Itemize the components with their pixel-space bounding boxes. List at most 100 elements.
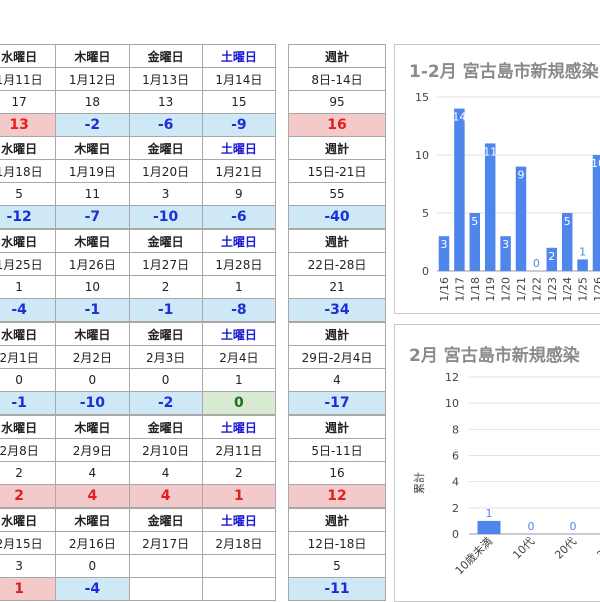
cell-diff <box>201 577 277 601</box>
cell-count: 2 <box>0 461 57 485</box>
week-table: 水曜日 木曜日 金曜日 土曜日 2月1日 2月2日 2月3日 2月4日 0 0 0 1 -1 -10 -2 0 <box>0 322 277 415</box>
bar <box>592 155 600 271</box>
cell-count: 3 <box>0 554 57 578</box>
y-tick-label: 2 <box>452 502 459 515</box>
age-group-bar-chart: 024681012累計110歳未満010代020代230代 <box>412 371 600 577</box>
chart-card-feb-age: 2月 宮古島市新規感染 024681012累計110歳未満010代020代230… <box>394 324 600 602</box>
cell-weekday: 水曜日 <box>0 136 57 160</box>
summary-total: 21 <box>288 275 386 299</box>
summary-diff: 16 <box>288 113 386 137</box>
weekly-summary-table: 週計 22日-28日 21 -34 <box>288 229 386 322</box>
summary-label: 週計 <box>288 415 386 439</box>
data-label: 0 <box>528 520 535 533</box>
cell-count: 18 <box>55 90 130 114</box>
cell-weekday: 金曜日 <box>128 44 203 68</box>
cell-weekday: 金曜日 <box>128 136 203 160</box>
y-tick-label: 10 <box>415 149 429 162</box>
y-tick-label: 10 <box>445 397 459 410</box>
cell-weekday: 水曜日 <box>0 508 57 532</box>
y-tick-label: 0 <box>422 265 429 278</box>
data-label: 9 <box>518 169 525 182</box>
summary-label: 週計 <box>288 322 386 346</box>
summary-label: 週計 <box>288 508 386 532</box>
y-tick-label: 4 <box>452 476 459 489</box>
cell-weekday: 土曜日 <box>201 229 277 253</box>
cell-diff: 2 <box>0 484 57 508</box>
summary-diff: -34 <box>288 298 386 322</box>
cell-diff: 4 <box>55 484 130 508</box>
bar <box>577 259 588 271</box>
x-tick-label: 1/16 <box>438 277 451 302</box>
row-date: 1月25日 1月26日 1月27日 1月28日 <box>0 252 277 276</box>
row-diff: 1 -4 <box>0 577 277 601</box>
row-weekday: 水曜日 木曜日 金曜日 土曜日 <box>0 229 277 253</box>
cell-date: 1月14日 <box>201 67 277 91</box>
row-diff: 13 -2 -6 -9 <box>0 113 277 137</box>
cell-count: 1 <box>201 275 277 299</box>
summary-range: 29日-2月4日 <box>288 345 386 369</box>
row-count: 5 11 3 9 <box>0 182 277 206</box>
week-table: 水曜日 木曜日 金曜日 土曜日 1月11日 1月12日 1月13日 1月14日 17 18 13 15… <box>0 44 277 137</box>
cell-weekday: 木曜日 <box>55 136 130 160</box>
cell-diff: -4 <box>0 298 57 322</box>
x-tick-label: 20代 <box>552 535 579 562</box>
week-table: 水曜日 木曜日 金曜日 土曜日 1月25日 1月26日 1月27日 1月28日 1 10 2 1 -4-… <box>0 229 277 322</box>
x-tick-label: 1/23 <box>546 277 559 302</box>
cell-count: 3 <box>128 182 203 206</box>
cell-count <box>201 554 277 578</box>
summary-total: 5 <box>288 554 386 578</box>
cell-weekday: 木曜日 <box>55 322 130 346</box>
x-tick-label: 1/26 <box>592 277 600 302</box>
weekly-summary-table: 週計 8日-14日 95 16 <box>288 44 386 137</box>
cell-diff: -10 <box>55 391 130 415</box>
summary-range: 22日-28日 <box>288 252 386 276</box>
cell-date: 2月9日 <box>55 438 130 462</box>
cell-count: 5 <box>0 182 57 206</box>
row-diff: -1 -10 -2 0 <box>0 391 277 415</box>
cell-count: 1 <box>201 368 277 392</box>
cell-date: 2月10日 <box>128 438 203 462</box>
y-tick-label: 8 <box>452 423 459 436</box>
summary-total: 95 <box>288 90 386 114</box>
week-table: 水曜日 木曜日 金曜日 土曜日 2月8日 2月9日 2月10日 2月11日 2 4 4 2 2 4 4 1 <box>0 415 277 508</box>
cell-date: 1月28日 <box>201 252 277 276</box>
cell-date: 1月18日 <box>0 159 57 183</box>
cell-date: 2月8日 <box>0 438 57 462</box>
cell-date: 1月12日 <box>55 67 130 91</box>
summary-diff: -40 <box>288 205 386 229</box>
row-date: 2月8日 2月9日 2月10日 2月11日 <box>0 438 277 462</box>
cell-count: 17 <box>0 90 57 114</box>
row-weekday: 水曜日 木曜日 金曜日 土曜日 <box>0 415 277 439</box>
week-table: 水曜日 木曜日 金曜日 土曜日 2月15日 2月16日 2月17日 2月18日 3 0 1 -4 <box>0 508 277 601</box>
bar <box>515 166 527 271</box>
bar <box>438 236 450 271</box>
cell-diff: -1 <box>128 298 203 322</box>
cell-diff: -7 <box>55 205 130 229</box>
x-tick-label: 1/20 <box>500 277 513 302</box>
y-tick-label: 5 <box>422 207 429 220</box>
row-date: 2月15日 2月16日 2月17日 2月18日 <box>0 531 277 555</box>
x-tick-label: 1/18 <box>469 277 482 302</box>
summary-diff: -11 <box>288 577 386 601</box>
bar <box>561 213 573 271</box>
row-weekday: 水曜日 木曜日 金曜日 土曜日 <box>0 44 277 68</box>
x-tick-label: 10歳未満 <box>453 535 495 577</box>
weekly-summary-table: 週計 29日-2月4日 4 -17 <box>288 322 386 415</box>
cell-count: 1 <box>0 275 57 299</box>
data-label: 0 <box>570 520 577 533</box>
cell-date: 1月19日 <box>55 159 130 183</box>
summary-range: 15日-21日 <box>288 159 386 183</box>
cell-count: 2 <box>128 275 203 299</box>
cell-date: 2月18日 <box>201 531 277 555</box>
summary-range: 8日-14日 <box>288 67 386 91</box>
cell-diff: -6 <box>201 205 277 229</box>
row-date: 1月18日 1月19日 1月20日 1月21日 <box>0 159 277 183</box>
row-date: 2月1日 2月2日 2月3日 2月4日 <box>0 345 277 369</box>
cell-diff <box>128 577 203 601</box>
cell-count: 2 <box>201 461 277 485</box>
chart-title: 2月 宮古島市新規感染 <box>409 346 580 366</box>
cell-date: 2月1日 <box>0 345 57 369</box>
